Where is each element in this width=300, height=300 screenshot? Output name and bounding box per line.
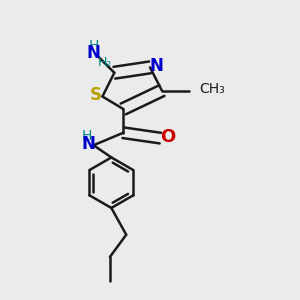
Text: CH₃: CH₃: [199, 82, 225, 96]
Text: S: S: [90, 86, 102, 104]
Text: O: O: [160, 128, 176, 146]
Text: H₂: H₂: [98, 56, 112, 69]
Text: N: N: [150, 57, 164, 75]
Text: H: H: [82, 129, 92, 143]
Text: H: H: [88, 39, 99, 53]
Text: N: N: [81, 135, 95, 153]
Text: N: N: [87, 44, 100, 62]
